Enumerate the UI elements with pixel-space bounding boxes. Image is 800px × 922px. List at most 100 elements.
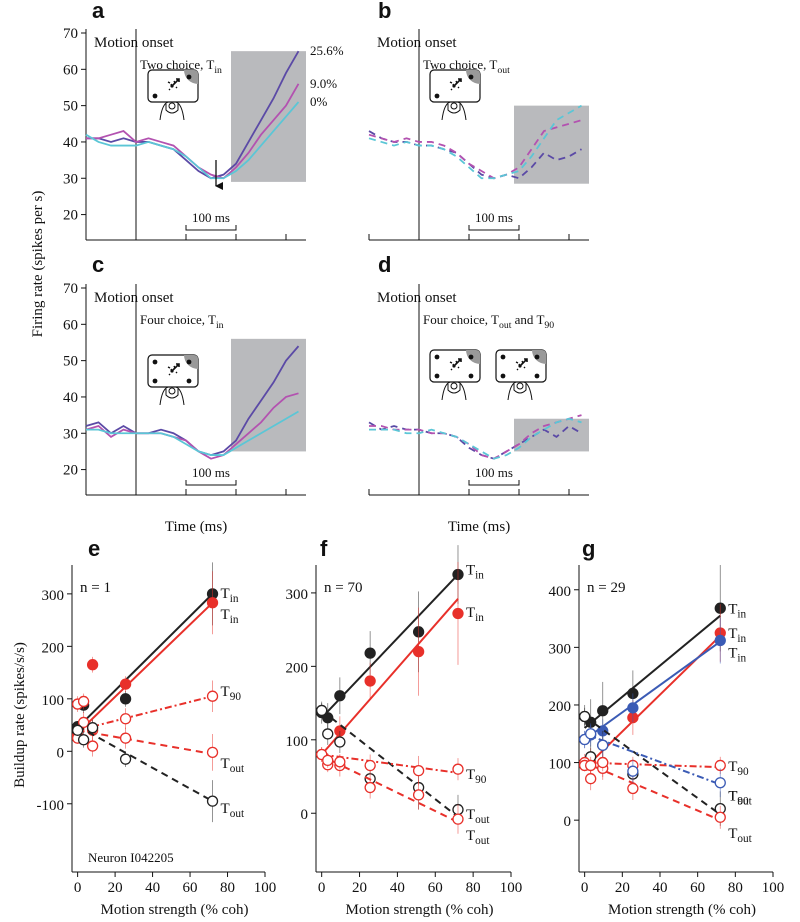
subscript: 90 (230, 691, 242, 703)
data-point (364, 675, 376, 687)
motion-dots (167, 80, 178, 91)
subscript: out (230, 763, 245, 775)
target (534, 373, 540, 379)
data-point (627, 765, 639, 777)
panel-letter: e (88, 536, 100, 561)
target (534, 354, 540, 360)
x-tick-label: 100 (762, 880, 785, 896)
data-point (316, 704, 328, 717)
fit-line (76, 593, 214, 729)
text-part: T (466, 563, 475, 579)
sample-size: n = 70 (324, 580, 362, 596)
scale-bar-label: 100 ms (192, 465, 230, 480)
series-line (86, 410, 299, 456)
monkey-head (159, 386, 185, 406)
neuron-id: Neuron I042205 (88, 850, 174, 865)
task-icon (147, 354, 199, 406)
x-tick-label: 40 (145, 880, 160, 896)
y-tick-label: 200 (286, 660, 309, 676)
target (186, 74, 192, 80)
x-tick-label: 20 (108, 880, 123, 896)
data-point (86, 659, 99, 671)
data-point (452, 763, 464, 775)
target (434, 373, 440, 379)
scale-bar-label: 100 ms (192, 210, 230, 225)
task-icon (147, 69, 199, 121)
y-tick-label: 30 (63, 426, 78, 442)
condition-label: Four choice, Tout and T90 (423, 312, 554, 331)
x-tick-label: 0 (318, 880, 326, 896)
x-tick-label: 60 (428, 880, 443, 896)
fit-line (77, 729, 213, 755)
data-point (322, 712, 334, 724)
subscript: in (475, 570, 484, 582)
data-point (119, 693, 132, 705)
data-point (585, 728, 597, 740)
data-point (322, 754, 334, 767)
text-part: T (466, 828, 475, 844)
condition-label: Two choice, Tin (140, 57, 222, 76)
text-part: Four choice, T (423, 312, 499, 327)
data-point (77, 716, 90, 729)
data-point (206, 597, 219, 609)
data-point (585, 773, 597, 785)
y-tick-label: 60 (63, 317, 78, 333)
text-part: T (221, 756, 230, 772)
data-point (597, 705, 609, 717)
onset-label: Motion onset (377, 35, 457, 51)
saccade-arrow (519, 358, 528, 367)
subscript: out (737, 833, 752, 845)
saccade-arrow (171, 363, 180, 372)
data-point (597, 739, 609, 751)
onset-label: Motion onset (94, 35, 174, 51)
y-tick-label: 50 (63, 354, 78, 370)
data-point (364, 647, 376, 659)
monkey-head (507, 381, 533, 401)
series-label: T90 (221, 684, 242, 703)
series-line (86, 50, 300, 180)
subscript: in (216, 320, 224, 331)
data-point (71, 724, 84, 736)
eye (168, 102, 176, 110)
series-label: 9.0% (310, 76, 337, 91)
text-part: T (728, 759, 737, 775)
series-label: Tout (221, 756, 245, 775)
subscript: 90 (544, 320, 554, 331)
y-tick-label: -100 (37, 798, 65, 814)
series-label: Tin (728, 602, 746, 621)
subscript: out (499, 320, 512, 331)
text-part: T (728, 788, 737, 804)
series-label: 25.6% (310, 43, 344, 58)
x-tick-label: 100 (254, 880, 277, 896)
text-part: T (221, 801, 230, 817)
subscript: out (475, 835, 490, 847)
fit-line (584, 732, 721, 786)
y-tick-label: 300 (549, 641, 572, 657)
data-point (206, 795, 219, 807)
x-axis-label: Time (ms) (448, 519, 510, 535)
series-line (368, 104, 582, 180)
monkey-head (159, 101, 185, 121)
text-part: Four choice, T (140, 312, 216, 327)
saccade-arrow (453, 78, 462, 87)
subscript: in (230, 614, 239, 626)
onset-label: Motion onset (377, 290, 457, 306)
text-part: T (728, 646, 737, 662)
data-point (412, 764, 425, 777)
x-tick-label: 40 (652, 880, 667, 896)
task-icon (429, 69, 481, 121)
motion-dots (515, 360, 526, 371)
sample-size: n = 1 (80, 580, 111, 596)
fit-line (77, 725, 214, 803)
text-part: T (466, 767, 475, 783)
y-tick-label: 70 (63, 281, 78, 297)
y-tick-label: 60 (63, 62, 78, 78)
data-point (86, 740, 99, 752)
target (468, 354, 474, 360)
text-part: Two choice, T (140, 57, 214, 72)
x-tick-label: 20 (352, 880, 367, 896)
data-point (119, 732, 132, 744)
sample-size: n = 29 (587, 580, 625, 596)
